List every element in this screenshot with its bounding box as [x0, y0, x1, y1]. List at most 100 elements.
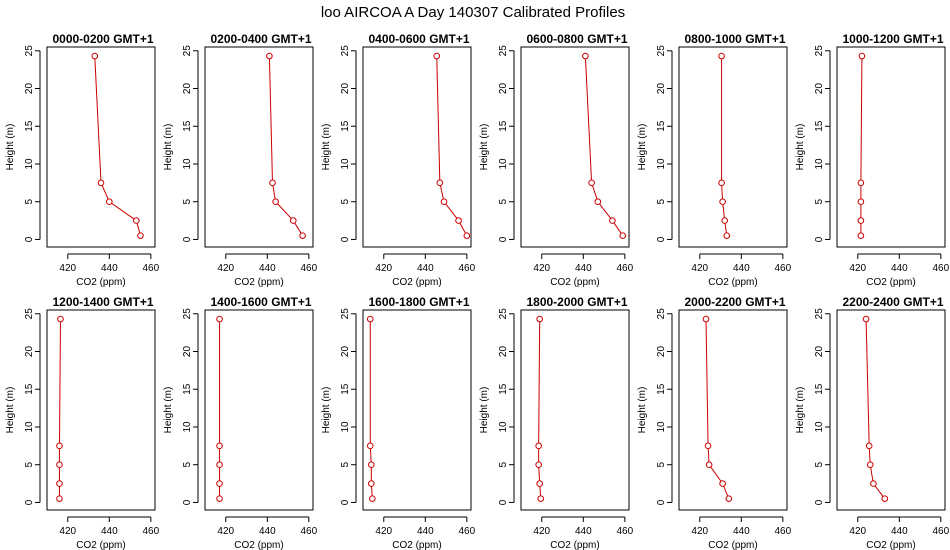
- y-tick-label: 10: [814, 158, 825, 170]
- y-tick-label: 20: [182, 83, 193, 95]
- data-point: [216, 442, 223, 450]
- data-point: [269, 179, 276, 187]
- y-tick-label: 15: [498, 383, 509, 395]
- x-tick-label: 440: [259, 263, 276, 274]
- data-point: [56, 442, 63, 450]
- panel: 0000-0200 GMT+1 420 440 460 CO2 (ppm) 0 5 10 15 2…: [5, 32, 160, 288]
- data-point: [366, 315, 374, 323]
- y-axis-label: Height (m): [321, 124, 332, 171]
- x-tick-label: 420: [849, 263, 866, 274]
- data-point: [535, 461, 542, 469]
- data-point: [56, 461, 63, 469]
- data-point: [56, 495, 63, 502]
- panel-title: 0200-0400 GMT+1: [210, 32, 311, 46]
- data-point: [588, 179, 595, 187]
- data-point: [289, 217, 297, 224]
- y-tick-label: 0: [340, 499, 351, 505]
- y-tick-label: 5: [182, 461, 193, 467]
- y-tick-label: 20: [656, 83, 667, 95]
- x-tick-label: 460: [301, 526, 318, 537]
- data-point: [609, 217, 616, 224]
- y-axis-label: Height (m): [637, 124, 648, 171]
- y-tick-label: 0: [814, 236, 825, 242]
- y-axis-label: Height (m): [795, 387, 806, 434]
- data-point: [433, 52, 441, 60]
- y-tick-label: 10: [814, 421, 825, 433]
- y-tick-label: 15: [182, 120, 193, 132]
- y-tick-label: 20: [498, 346, 509, 358]
- x-tick-label: 420: [217, 526, 234, 537]
- x-axis-label: CO2 (ppm): [76, 540, 125, 550]
- y-tick-label: 25: [814, 308, 825, 320]
- x-axis-label: CO2 (ppm): [550, 277, 599, 288]
- plot-frame: [836, 309, 946, 511]
- data-point: [216, 461, 223, 469]
- x-axis-label: CO2 (ppm): [392, 540, 441, 550]
- plot-frame: [678, 309, 788, 511]
- y-axis-label: Height (m): [163, 387, 174, 434]
- y-tick-label: 20: [814, 83, 825, 95]
- x-axis-label: CO2 (ppm): [392, 277, 441, 288]
- y-tick-label: 5: [498, 461, 509, 467]
- y-tick-label: 25: [340, 308, 351, 320]
- plot-frame: [46, 309, 156, 511]
- y-tick-label: 15: [498, 120, 509, 132]
- data-point: [463, 232, 471, 239]
- y-tick-label: 5: [182, 198, 193, 204]
- y-tick-label: 15: [340, 383, 351, 395]
- y-tick-label: 15: [24, 120, 35, 132]
- x-axis-label: CO2 (ppm): [866, 277, 915, 288]
- y-tick-label: 10: [340, 421, 351, 433]
- panel: 2000-2200 GMT+1 420 440 460 CO2 (ppm) 0 5 10 15 2…: [637, 295, 792, 550]
- y-tick-label: 20: [24, 83, 35, 95]
- data-point: [455, 217, 462, 224]
- x-tick-label: 420: [59, 526, 76, 537]
- data-point: [216, 315, 223, 323]
- panel-title: 1400-1600 GMT+1: [210, 295, 311, 309]
- y-tick-label: 15: [24, 383, 35, 395]
- x-tick-label: 440: [101, 263, 118, 274]
- data-point: [723, 232, 731, 239]
- data-point: [536, 480, 543, 487]
- y-tick-label: 15: [340, 120, 351, 132]
- x-tick-label: 420: [849, 526, 866, 537]
- data-point: [91, 52, 99, 60]
- x-tick-label: 460: [143, 526, 160, 537]
- series-line: [860, 56, 863, 236]
- y-tick-label: 25: [656, 308, 667, 320]
- panel: 0200-0400 GMT+1 420 440 460 CO2 (ppm) 0 5 10 15 2…: [163, 32, 318, 288]
- data-point: [440, 198, 448, 206]
- x-tick-label: 440: [733, 526, 750, 537]
- y-tick-label: 5: [498, 198, 509, 204]
- y-tick-label: 0: [182, 236, 193, 242]
- y-tick-label: 25: [182, 45, 193, 57]
- series-line: [705, 319, 730, 499]
- data-point: [719, 198, 726, 206]
- data-point: [537, 495, 545, 502]
- series-line: [436, 56, 468, 236]
- panel-title: 0600-0800 GMT+1: [526, 32, 627, 46]
- y-axis-label: Height (m): [479, 124, 490, 171]
- data-point: [97, 179, 105, 187]
- panel: 1400-1600 GMT+1 420 440 460 CO2 (ppm) 0 5 10 15 2…: [163, 295, 318, 550]
- data-point: [718, 52, 725, 60]
- y-tick-label: 25: [814, 45, 825, 57]
- x-axis-label: CO2 (ppm): [234, 540, 283, 550]
- y-tick-label: 20: [814, 346, 825, 358]
- plot-frame: [362, 46, 472, 248]
- x-tick-label: 460: [933, 526, 950, 537]
- y-axis-label: Height (m): [163, 124, 174, 171]
- plot-frame: [520, 46, 630, 248]
- x-tick-label: 440: [891, 263, 908, 274]
- y-axis-label: Height (m): [321, 387, 332, 434]
- panel-title: 1200-1400 GMT+1: [52, 295, 153, 309]
- x-tick-label: 440: [891, 526, 908, 537]
- y-tick-label: 10: [656, 158, 667, 170]
- x-tick-label: 460: [775, 526, 792, 537]
- data-point: [858, 52, 866, 60]
- plot-frame: [204, 309, 314, 511]
- x-axis-label: CO2 (ppm): [708, 540, 757, 550]
- plot-frame: [520, 309, 630, 511]
- x-tick-label: 440: [575, 263, 592, 274]
